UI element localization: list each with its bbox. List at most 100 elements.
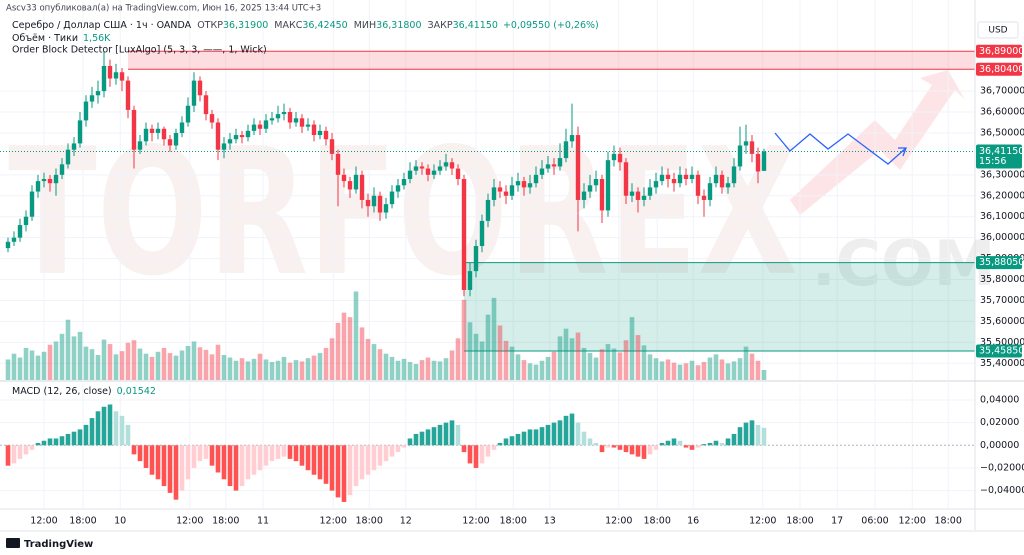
candle-body xyxy=(317,130,323,136)
macd-bar xyxy=(725,438,731,446)
volume-bar xyxy=(539,360,545,380)
macd-bar xyxy=(89,418,95,446)
currency[interactable]: USD xyxy=(988,26,1007,36)
macd-bar xyxy=(83,424,89,446)
volume-bar xyxy=(215,344,221,380)
macd-bar xyxy=(389,445,395,457)
macd-bar xyxy=(365,445,371,475)
volume-bar xyxy=(587,353,593,380)
candle-body xyxy=(653,181,659,188)
candle-body xyxy=(533,174,539,184)
volume-bar xyxy=(281,356,287,380)
candle-body xyxy=(65,149,71,165)
macd-bar xyxy=(551,422,557,446)
candle-body xyxy=(53,174,59,184)
volume-bar xyxy=(335,322,341,380)
macd-bar xyxy=(479,445,485,464)
macd-bar xyxy=(509,436,515,446)
macd-bar xyxy=(137,445,143,462)
candle-body xyxy=(95,91,101,96)
footer-brand: TradingView xyxy=(24,539,93,550)
macd-bar xyxy=(155,445,161,480)
volume-bar xyxy=(407,362,413,380)
candle-body xyxy=(113,72,119,79)
candle-body xyxy=(125,80,131,110)
volume-bar xyxy=(95,354,101,380)
macd-bar xyxy=(287,445,293,459)
macd-bar xyxy=(611,445,617,448)
macd-bar xyxy=(65,433,71,446)
price-label-box xyxy=(976,344,1022,358)
price-label-box xyxy=(976,62,1022,76)
macd-bar xyxy=(497,443,503,446)
volume-bar xyxy=(635,335,641,380)
candle-body xyxy=(413,166,419,171)
candle-body xyxy=(221,143,227,150)
volume-bar xyxy=(131,340,137,380)
x-tick-label: 18:00 xyxy=(786,516,813,527)
candle-body xyxy=(365,199,371,207)
candle-body xyxy=(701,195,707,200)
candle-body xyxy=(263,120,269,129)
volume-bar xyxy=(551,351,557,380)
x-tick-label: 12:00 xyxy=(899,516,926,527)
legend-part: +0,09550 xyxy=(503,20,550,31)
macd-bar xyxy=(17,445,23,459)
volume-bar xyxy=(11,353,17,380)
currency-box[interactable] xyxy=(977,21,1019,39)
macd-bar xyxy=(59,436,65,446)
candle-body xyxy=(59,164,65,175)
candle-body xyxy=(233,135,239,140)
volume-bar xyxy=(713,354,719,380)
candle-body xyxy=(479,220,485,247)
candle-body xyxy=(323,130,329,140)
macd-bar xyxy=(317,445,323,480)
volume-bar xyxy=(425,357,431,380)
macd-bar xyxy=(503,438,509,446)
volume-bar xyxy=(341,312,347,380)
volume-bar xyxy=(473,333,479,380)
candle-body xyxy=(227,139,233,144)
volume-bar xyxy=(431,360,437,380)
macd-bar xyxy=(335,445,341,498)
candle-body xyxy=(503,191,509,196)
volume-bar xyxy=(59,333,65,380)
macd-bar xyxy=(455,424,461,446)
candle-body xyxy=(437,166,443,171)
macd-bar xyxy=(689,445,695,450)
macd-bar xyxy=(143,445,149,468)
volume-bar xyxy=(155,351,161,380)
candle-body xyxy=(179,122,185,133)
volume-bar xyxy=(251,358,257,380)
volume-bar xyxy=(161,347,167,380)
volume-bar xyxy=(89,349,95,380)
macd-bar xyxy=(587,438,593,446)
publish-info: Ascv33 опубликовал(а) на TradingView.com… xyxy=(6,4,321,14)
macd-bar xyxy=(749,420,755,446)
volume-bar xyxy=(533,364,539,380)
candle-body xyxy=(275,114,281,119)
volume-bar xyxy=(311,355,317,380)
volume-bar xyxy=(461,299,467,380)
price-label-box xyxy=(976,44,1022,58)
volume-bar xyxy=(419,360,425,380)
candle-body xyxy=(599,179,605,211)
volume-bar xyxy=(761,369,767,380)
macd-bar xyxy=(401,445,407,448)
candle-body xyxy=(545,164,551,169)
volume-bar xyxy=(503,340,509,380)
volume-bar xyxy=(641,345,647,380)
macd-bar xyxy=(149,445,155,475)
candle-body xyxy=(425,168,431,175)
macd-bar xyxy=(191,445,197,468)
y-tick-label: 36,50000 xyxy=(980,127,1024,138)
watermark-arrow xyxy=(790,70,965,215)
candle-body xyxy=(161,128,167,140)
x-tick-label: 18:00 xyxy=(500,516,527,527)
volume-bar xyxy=(317,353,323,380)
candle-body xyxy=(107,65,113,79)
candle-body xyxy=(23,216,29,226)
candle-body xyxy=(593,179,599,186)
macd-bar xyxy=(593,443,599,446)
